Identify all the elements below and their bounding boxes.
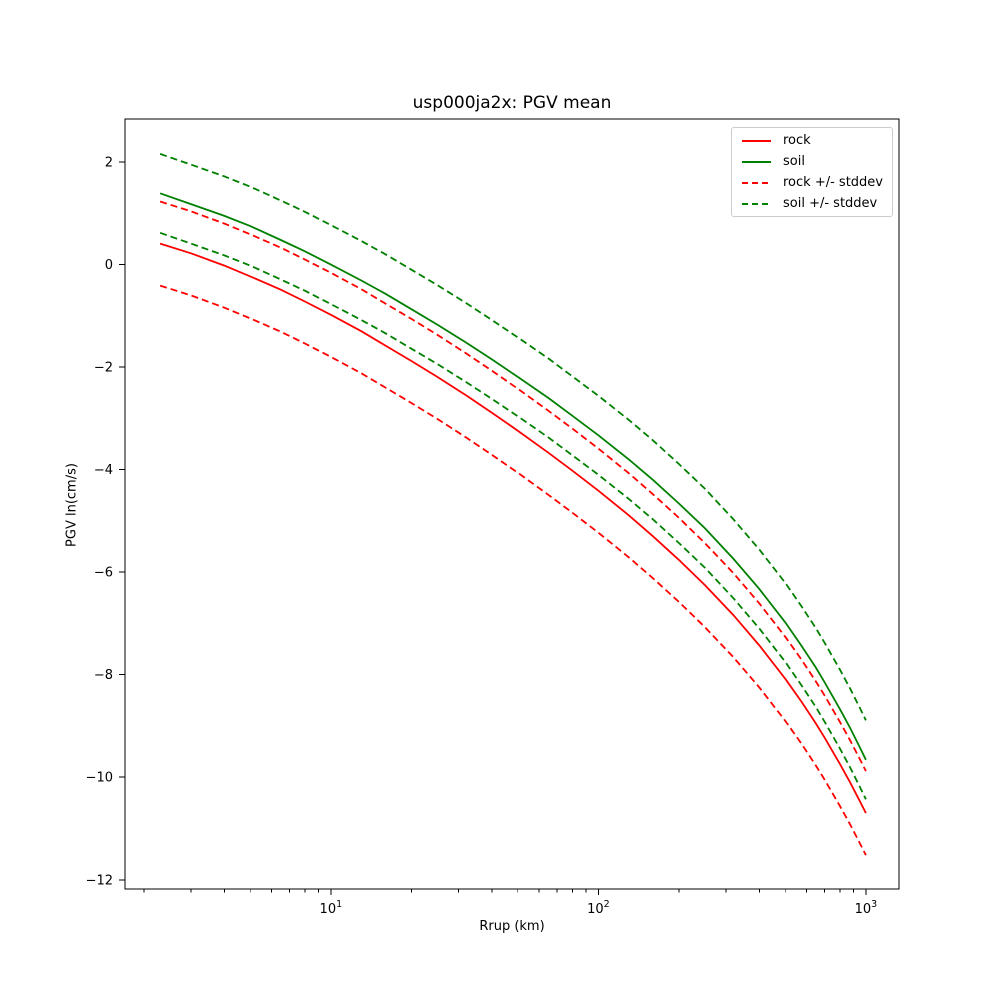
curve-soil-minus-stddev xyxy=(159,231,867,800)
y-axis-label: PGV ln(cm/s) xyxy=(64,463,80,547)
legend-label: rock xyxy=(783,133,811,148)
legend-item-soil-stddev: soil +/- stddev xyxy=(742,193,884,214)
legend-line-rock xyxy=(742,139,771,142)
y-tick-label: 0 xyxy=(105,258,113,273)
curve-rock-mean xyxy=(159,242,867,814)
chart-title: usp000ja2x: PGV mean xyxy=(412,93,612,113)
legend-label: rock +/- stddev xyxy=(783,175,883,190)
legend-label: soil xyxy=(783,154,805,169)
legend-line-rock-stddev xyxy=(742,181,771,184)
y-tick-label: −6 xyxy=(94,566,113,581)
legend-line-soil-stddev xyxy=(742,202,771,205)
y-tick-label: −10 xyxy=(86,771,113,786)
legend-line-soil xyxy=(742,160,771,163)
y-tick-label: −4 xyxy=(94,463,113,478)
legend-label: soil +/- stddev xyxy=(783,196,878,211)
curve-rock-minus-stddev xyxy=(159,284,867,856)
legend-item-soil: soil xyxy=(742,151,884,172)
curve-soil-mean xyxy=(159,192,867,761)
x-tick-label: 102 xyxy=(587,899,610,917)
legend-item-rock-stddev: rock +/- stddev xyxy=(742,172,884,193)
curve-soil-plus-stddev xyxy=(159,153,867,721)
y-tick-label: −2 xyxy=(94,361,113,376)
y-tick-label: 2 xyxy=(105,156,113,171)
x-tick-label: 103 xyxy=(855,899,878,917)
x-axis-label: Rrup (km) xyxy=(479,919,545,934)
legend-item-rock: rock xyxy=(742,130,884,151)
y-tick-label: −8 xyxy=(94,668,113,683)
curve-rock-plus-stddev xyxy=(159,200,867,772)
x-tick-label: 101 xyxy=(320,899,343,917)
y-tick-label: −12 xyxy=(86,873,113,888)
axes-spines xyxy=(124,118,900,890)
legend: rock soil rock +/- stddev soil +/- stdde… xyxy=(731,127,893,217)
